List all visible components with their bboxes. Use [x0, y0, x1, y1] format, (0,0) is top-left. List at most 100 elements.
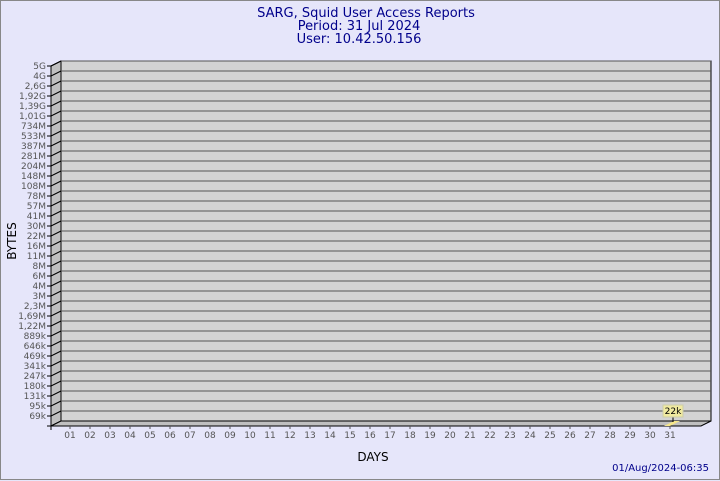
y-tick-diag [50, 80, 62, 87]
x-tick-label: 22 [484, 431, 495, 441]
y-tick-label: 41M [27, 212, 46, 222]
y-tick-label: 6M [33, 272, 47, 282]
x-tick-label: 10 [244, 431, 256, 441]
y-tick-diag [50, 310, 62, 317]
x-tick-label: 03 [104, 431, 115, 441]
x-tick-label: 19 [424, 431, 436, 441]
y-tick-diag [50, 370, 62, 377]
y-tick-diag [50, 390, 62, 397]
y-tick-diag [50, 90, 62, 97]
y-tick-label: 469k [24, 352, 47, 362]
x-tick-label: 11 [264, 431, 275, 441]
x-tick-label: 25 [544, 431, 555, 441]
y-tick-diag [50, 280, 62, 287]
y-tick-label: 131k [24, 392, 47, 402]
title-line-2: Period: 31 Jul 2024 [298, 19, 421, 34]
y-tick-label: 533M [21, 132, 46, 142]
y-tick-label: 341k [24, 362, 47, 372]
y-tick-label: 204M [21, 162, 46, 172]
y-tick-diag [50, 220, 62, 227]
y-tick-label: 108M [21, 182, 46, 192]
x-tick-label: 23 [504, 431, 515, 441]
y-tick-label: 180k [24, 382, 47, 392]
y-tick-diag [50, 320, 62, 327]
y-tick-label: 281M [21, 152, 46, 162]
x-tick-label: 09 [224, 431, 236, 441]
y-tick-diag [50, 60, 62, 67]
y-tick-label: 11M [27, 252, 46, 262]
x-tick-label: 24 [524, 431, 536, 441]
x-tick-label: 01 [64, 431, 75, 441]
x-tick-label: 28 [604, 431, 616, 441]
y-axis-label: BYTES [5, 222, 19, 259]
y-tick-diag [50, 200, 62, 207]
y-tick-label: 1,22M [18, 322, 46, 332]
y-tick-diag [50, 190, 62, 197]
y-tick-label: 387M [21, 142, 46, 152]
x-tick-label: 18 [404, 431, 416, 441]
y-tick-diag [50, 410, 62, 417]
x-tick-label: 02 [84, 431, 95, 441]
y-tick-diag [50, 260, 62, 267]
y-tick-label: 1,39G [19, 102, 46, 112]
data-label: 22k [665, 407, 682, 417]
y-tick-label: 3M [33, 292, 47, 302]
x-tick-label: 07 [184, 431, 195, 441]
x-tick-label: 17 [384, 431, 395, 441]
y-tick-label: 2,6G [25, 82, 46, 92]
y-tick-diag [50, 170, 62, 177]
y-tick-diag [50, 120, 62, 127]
y-tick-diag [50, 110, 62, 117]
y-tick-diag [50, 270, 62, 277]
data-label-box [662, 404, 684, 418]
timestamp: 01/Aug/2024-06:35 [612, 463, 709, 474]
x-tick-label: 21 [464, 431, 475, 441]
y-tick-diag [50, 210, 62, 217]
x-tick-label: 15 [344, 431, 355, 441]
y-tick-diag [50, 140, 62, 147]
y-tick-diag [50, 380, 62, 387]
x-tick-label: 08 [204, 431, 216, 441]
y-tick-diag [50, 300, 62, 307]
y-tick-label: 16M [27, 242, 46, 252]
x-tick-label: 27 [584, 431, 595, 441]
y-tick-diag [50, 160, 62, 167]
y-tick-diag [50, 340, 62, 347]
x-tick-label: 04 [124, 431, 136, 441]
y-tick-diag [50, 360, 62, 367]
y-tick-diag [50, 130, 62, 137]
y-tick-label: 1,01G [19, 112, 46, 122]
bar [664, 421, 680, 426]
y-tick-label: 8M [33, 262, 47, 272]
x-tick-label: 31 [664, 431, 675, 441]
y-tick-diag [50, 350, 62, 357]
y-tick-label: 734M [21, 122, 46, 132]
x-tick-label: 06 [164, 431, 176, 441]
y-tick-diag [50, 180, 62, 187]
y-tick-diag [50, 70, 62, 77]
floor [50, 420, 712, 427]
x-tick-label: 30 [644, 431, 656, 441]
x-tick-label: 26 [564, 431, 576, 441]
y-tick-label: 57M [27, 202, 46, 212]
y-tick-label: 1,69M [18, 312, 46, 322]
y-tick-diag [50, 250, 62, 257]
y-tick-label: 148M [21, 172, 46, 182]
y-tick-label: 69k [29, 412, 46, 422]
y-tick-label: 2,3M [24, 302, 46, 312]
y-tick-diag [50, 240, 62, 247]
y-tick-label: 889k [24, 332, 47, 342]
y-tick-diag [50, 400, 62, 407]
y-tick-diag [50, 230, 62, 237]
x-tick-label: 20 [444, 431, 456, 441]
y-tick-label: 78M [27, 192, 46, 202]
y-tick-diag [50, 150, 62, 157]
y-tick-label: 4M [33, 282, 47, 292]
x-tick-label: 05 [144, 431, 155, 441]
y-tick-diag [50, 330, 62, 337]
x-axis-label: DAYS [357, 450, 388, 464]
x-tick-label: 14 [324, 431, 336, 441]
title-line-1: SARG, Squid User Access Reports [257, 6, 475, 21]
